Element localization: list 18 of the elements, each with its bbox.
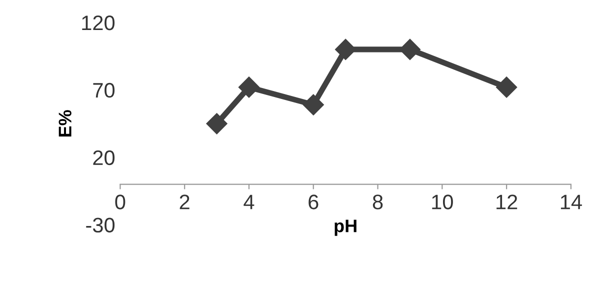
x-tick-label: 14 (560, 194, 582, 210)
x-tick-label: 12 (496, 194, 518, 210)
y-tick-label: 120 (82, 15, 115, 30)
x-axis-title: pH (334, 220, 356, 236)
point (302, 94, 324, 116)
point (238, 76, 260, 98)
x-tick-label: 6 (308, 194, 318, 210)
x-tick-label: 2 (180, 194, 190, 210)
y-tick-label: 20 (93, 150, 115, 166)
x-tick-label: 4 (244, 194, 254, 210)
y-tick-label: 70 (93, 82, 115, 98)
x-tick-label: 10 (432, 194, 453, 210)
y-axis-title: E% (58, 110, 72, 136)
point (496, 76, 518, 98)
point (206, 113, 228, 134)
y-tick-label: -30 (86, 218, 115, 233)
x-tick-label: 0 (115, 194, 126, 210)
x-tick-label: 8 (372, 194, 383, 210)
